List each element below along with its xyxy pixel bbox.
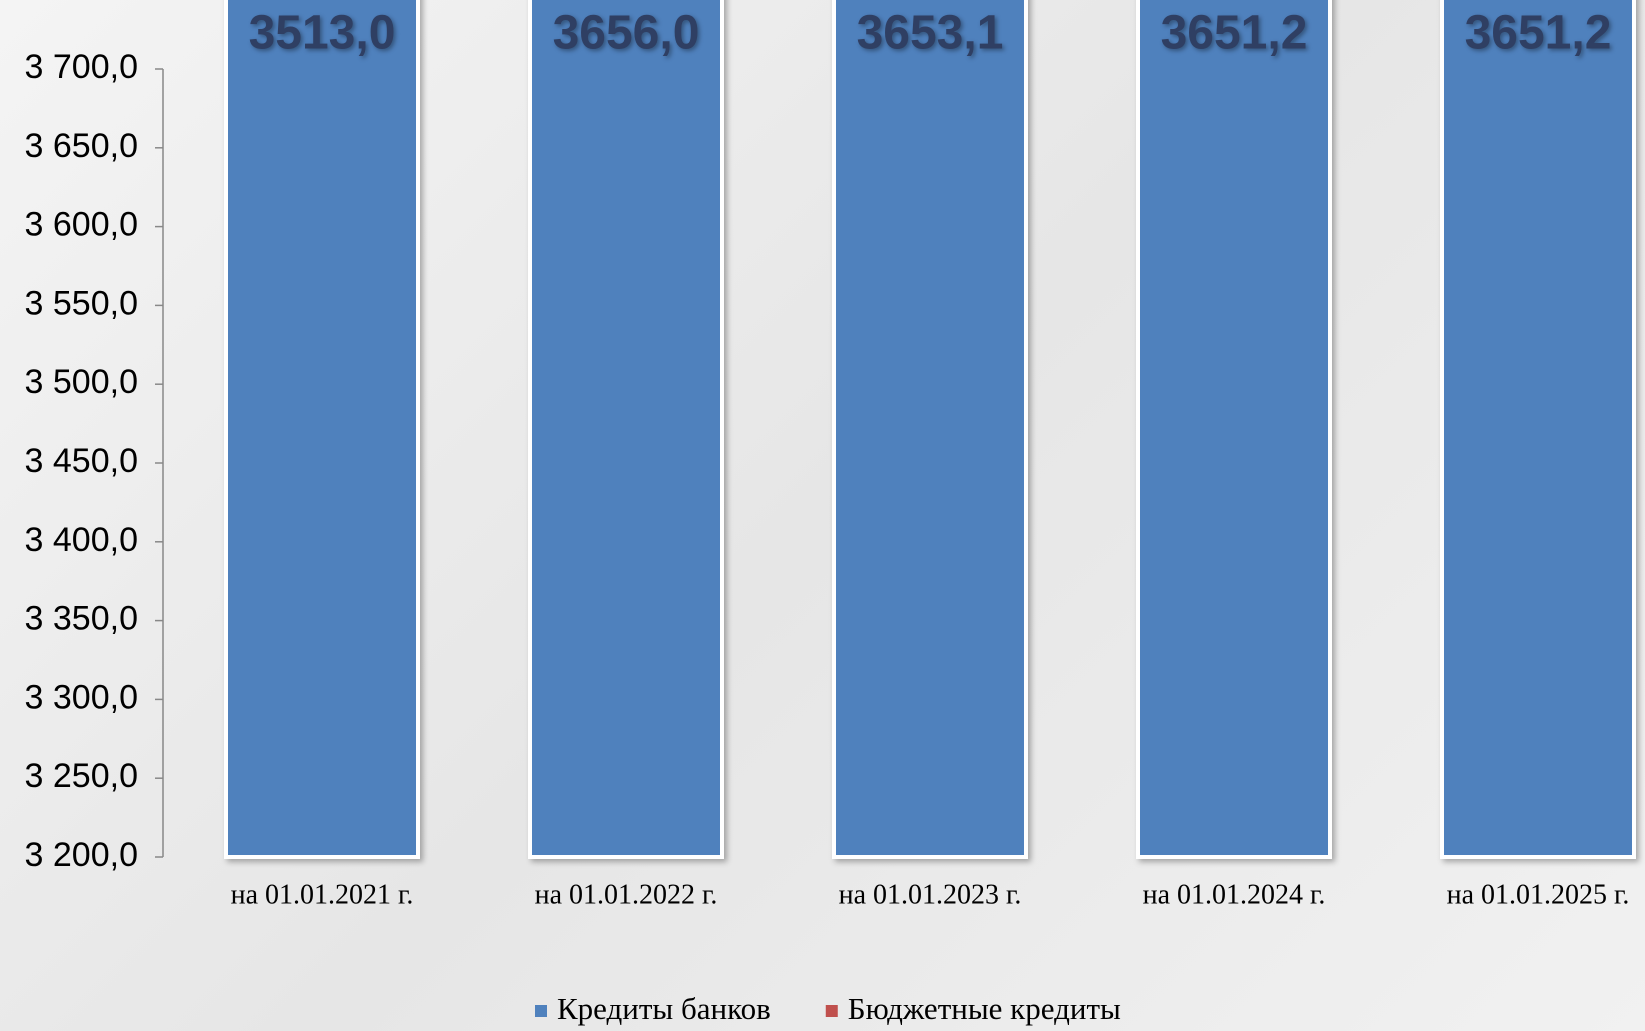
bar-segment <box>1136 0 1332 859</box>
y-tick-label: 3 350,0 <box>25 600 138 638</box>
total-label: 3513,0 <box>249 7 396 60</box>
legend-swatch <box>825 1005 838 1017</box>
x-tick-label: на 01.01.2023 г. <box>839 879 1022 910</box>
y-tick-label: 3 600,0 <box>25 206 138 244</box>
y-tick-label: 3 500,0 <box>25 363 138 401</box>
total-label: 3653,1 <box>857 7 1004 60</box>
legend-swatch <box>535 1005 547 1017</box>
y-tick-label: 3 250,0 <box>25 757 138 795</box>
legend-label: Кредиты банков <box>557 991 771 1026</box>
x-tick-label: на 01.01.2025 г. <box>1447 879 1630 910</box>
total-label: 3651,2 <box>1161 7 1308 60</box>
y-tick-label: 3 300,0 <box>25 678 138 716</box>
y-tick-label: 3 450,0 <box>25 442 138 480</box>
y-tick-label: 3 200,0 <box>25 836 138 874</box>
bar-segment <box>528 0 724 859</box>
x-tick-label: на 01.01.2021 г. <box>231 879 414 910</box>
y-tick-label: 3 650,0 <box>25 127 138 165</box>
x-tick-label: на 01.01.2024 г. <box>1143 879 1326 910</box>
bar-segment <box>1440 0 1636 859</box>
y-tick-label: 3 700,0 <box>25 48 138 86</box>
y-tick-label: 3 550,0 <box>25 284 138 322</box>
total-label: 3651,2 <box>1465 7 1612 60</box>
x-tick-label: на 01.01.2022 г. <box>535 879 718 910</box>
bar-segment <box>224 0 420 859</box>
total-label: 3656,0 <box>553 7 700 60</box>
y-tick-label: 3 400,0 <box>25 521 138 559</box>
bar-segment <box>832 0 1028 859</box>
legend-label: Бюджетные кредиты <box>848 991 1121 1026</box>
